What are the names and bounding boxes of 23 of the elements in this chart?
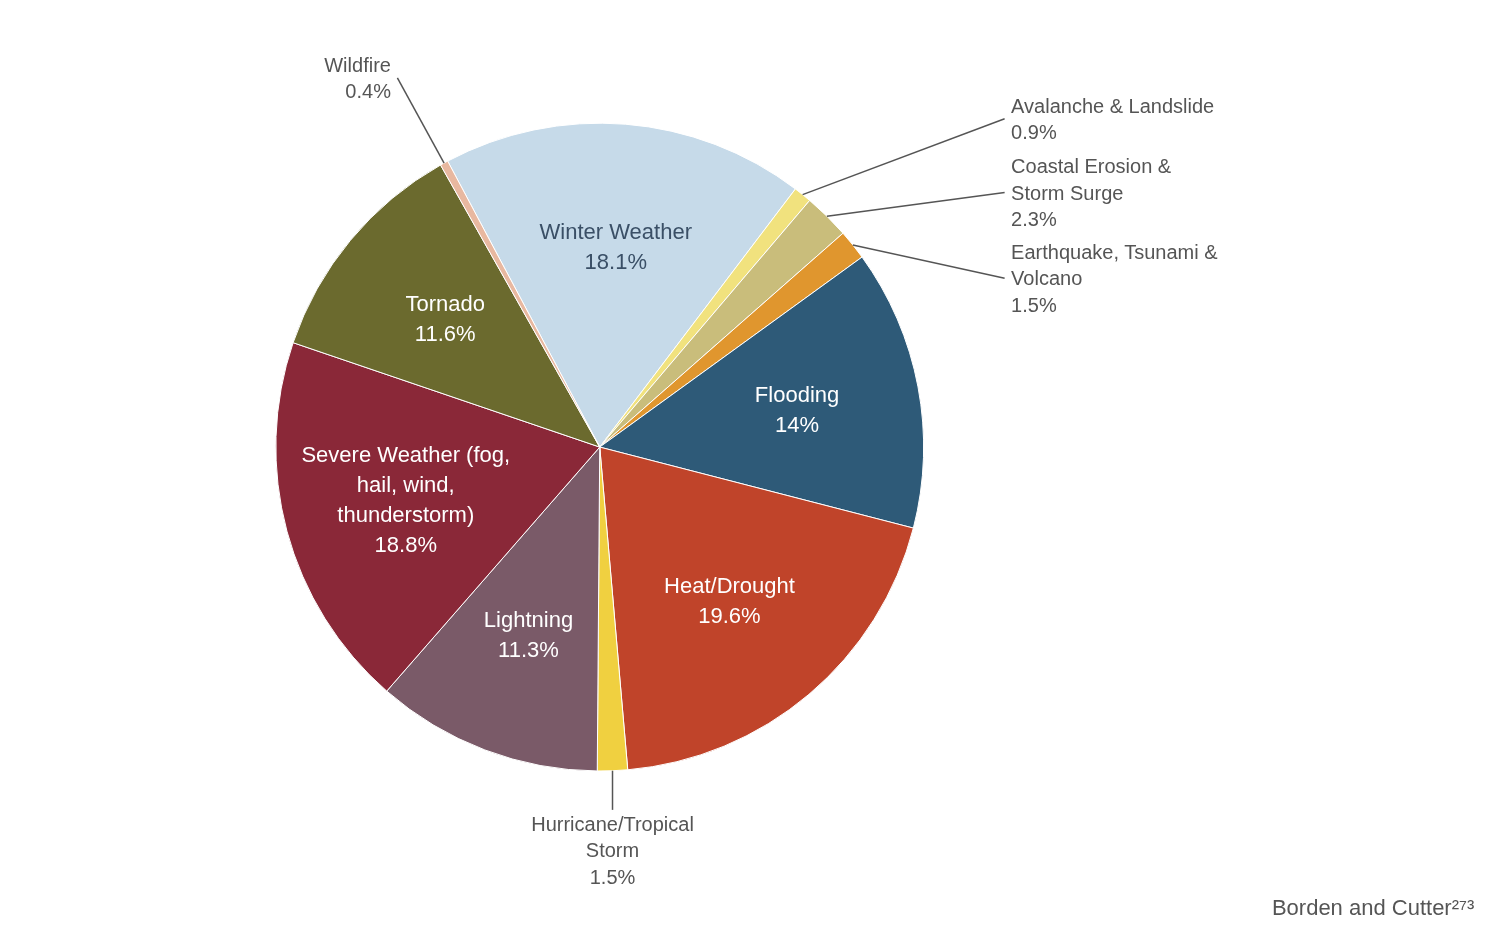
- data-label: 2.3%: [1011, 207, 1057, 230]
- slice-label: Flooding: [754, 382, 840, 408]
- data-label: 11.6%: [414, 321, 476, 347]
- data-label: 1.5%: [1011, 293, 1057, 316]
- slice-label: Avalanche & Landslide: [1011, 94, 1215, 117]
- slice-label: Wildfire: [324, 53, 391, 76]
- slice-label: Lightning: [483, 607, 574, 633]
- slice-label: Tornado: [405, 291, 485, 317]
- data-label: 18.1%: [584, 249, 647, 275]
- data-label: 0.4%: [345, 80, 392, 102]
- data-label: 18.8%: [374, 531, 437, 557]
- data-label: 1.5%: [589, 865, 636, 888]
- slice-label: Earthquake, Tsunami & Volcano: [1011, 240, 1219, 290]
- slice-label: Hurricane/Tropical Storm: [531, 813, 694, 862]
- slice-label: Heat/Drought: [664, 572, 795, 598]
- data-label: 0.9%: [1011, 121, 1057, 144]
- data-label: 19.6%: [698, 602, 761, 628]
- text: Borden and Cutter²⁷³: [1271, 894, 1475, 920]
- slice-label: Winter Weather: [539, 219, 692, 245]
- data-label: 11.3%: [498, 637, 559, 663]
- data-label: 14%: [775, 412, 820, 438]
- slice-label: Coastal Erosion & Storm Surge: [1011, 155, 1172, 204]
- slice-label: Severe Weather (fog, hail, wind, thunderstorm): [301, 441, 511, 527]
